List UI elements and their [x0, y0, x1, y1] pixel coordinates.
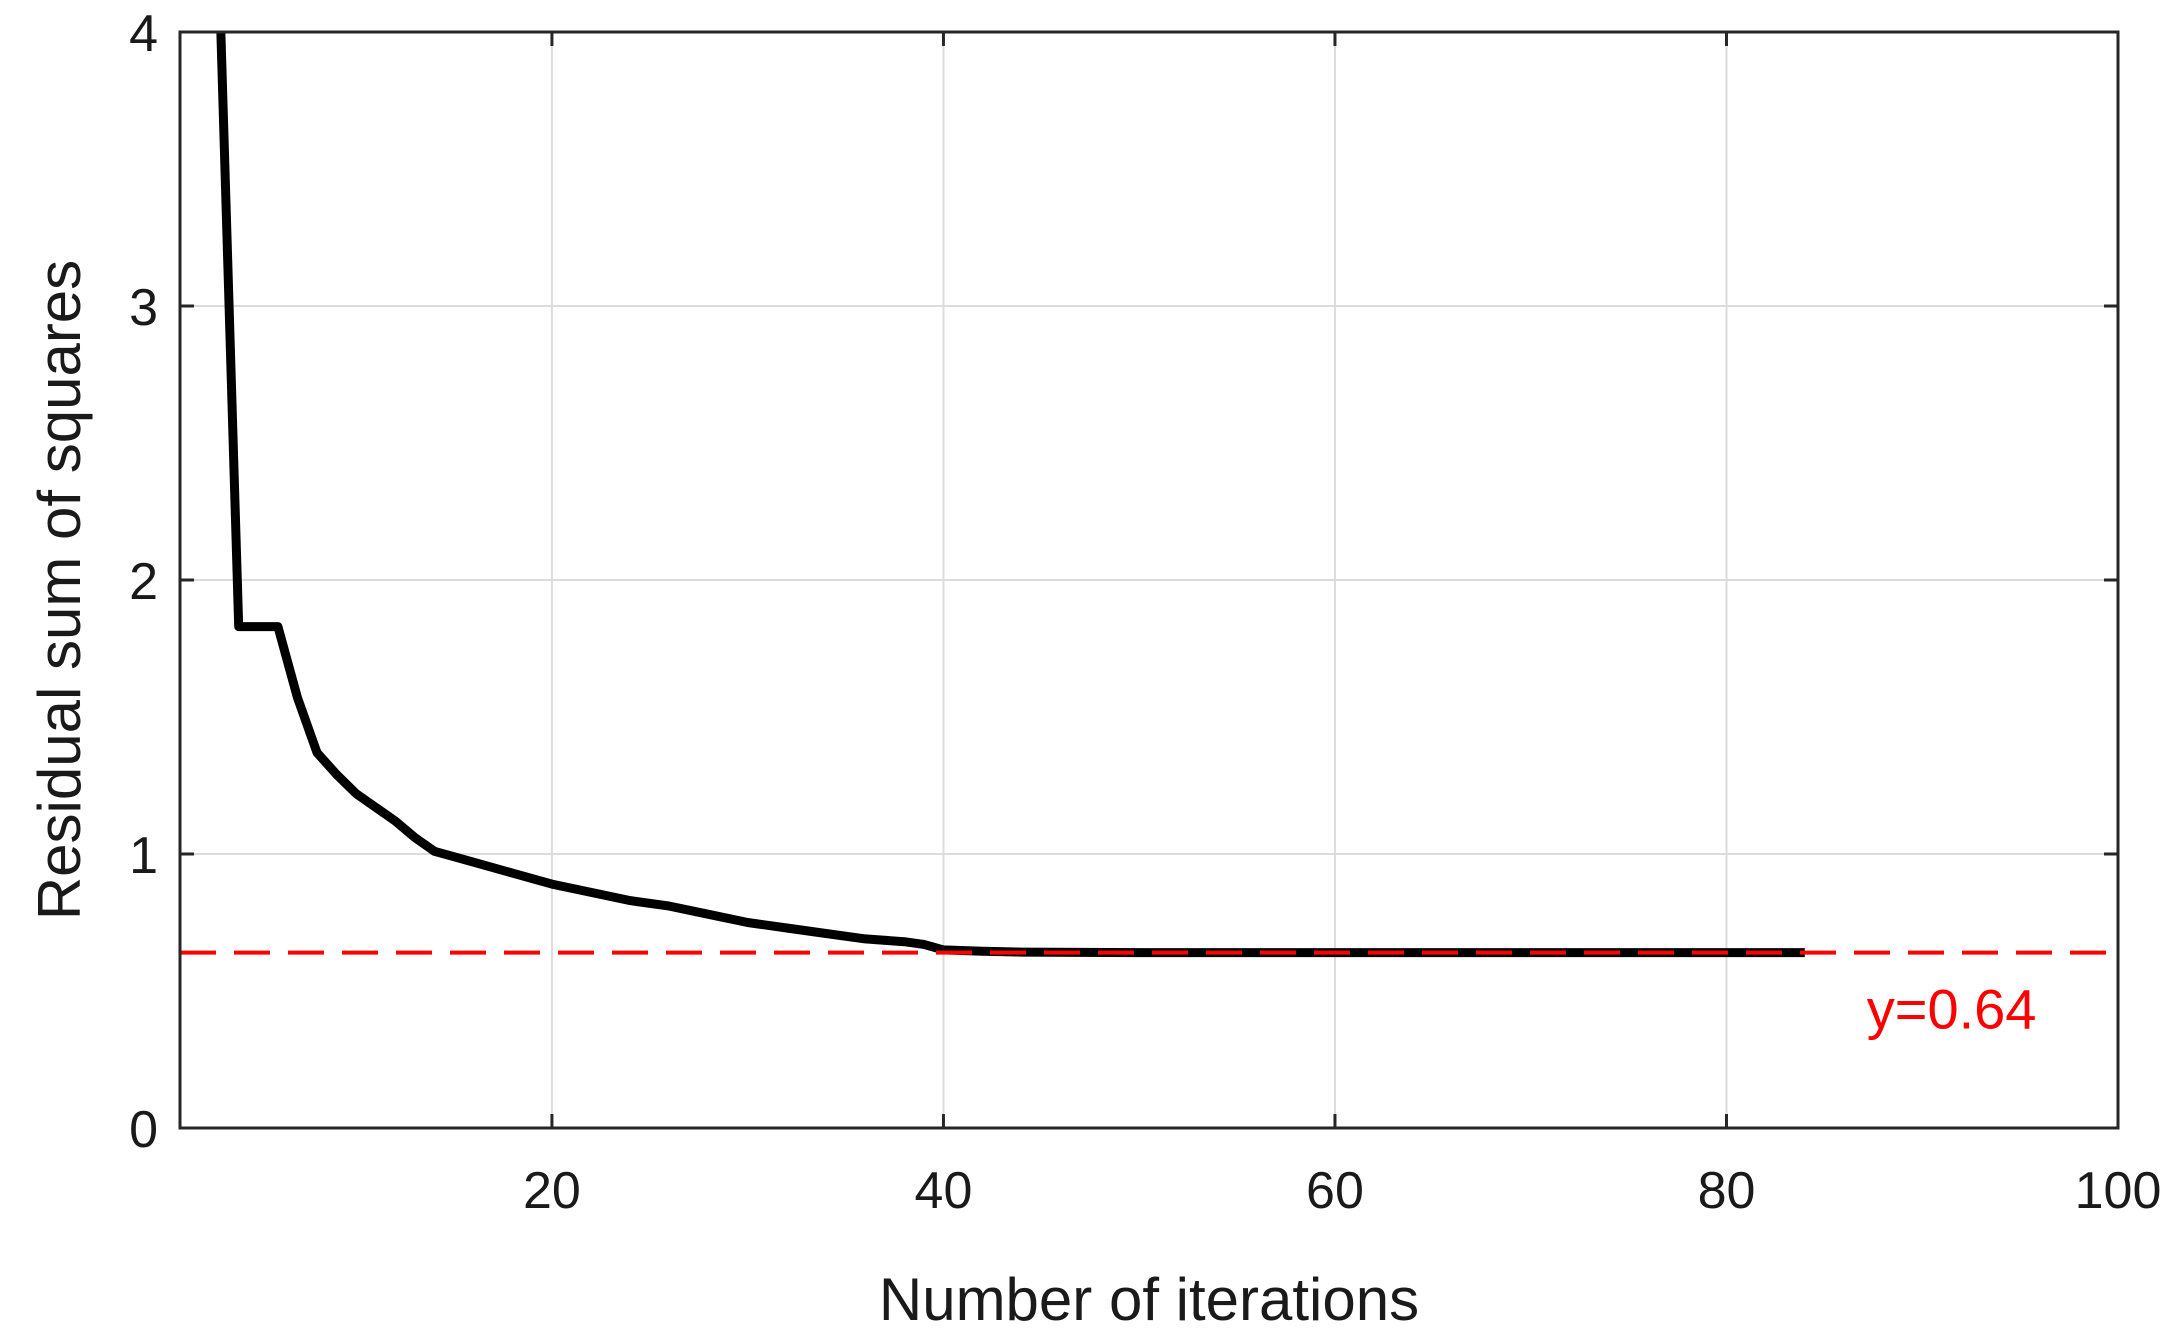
- y-tick-label: 2: [129, 553, 158, 611]
- x-tick-label: 40: [915, 1162, 973, 1220]
- y-tick-label: 3: [129, 279, 158, 337]
- x-tick-label: 60: [1306, 1162, 1364, 1220]
- y-tick-label: 4: [129, 5, 158, 63]
- x-axis-title: Number of iterations: [879, 1266, 1419, 1333]
- x-tick-label: 80: [1698, 1162, 1756, 1220]
- reference-line-label: y=0.64: [1867, 978, 2037, 1041]
- x-tick-label: 100: [2075, 1162, 2162, 1220]
- series-line: [216, 32, 1805, 958]
- x-tick-label: 20: [523, 1162, 581, 1220]
- y-tick-label: 1: [129, 827, 158, 885]
- y-tick-label: 0: [129, 1101, 158, 1159]
- y-axis-title: Residual sum of squares: [26, 260, 93, 920]
- ticks: 20 40 60 80 100 0 1 2 3 4: [129, 5, 2161, 1220]
- grid: [180, 31, 2119, 1129]
